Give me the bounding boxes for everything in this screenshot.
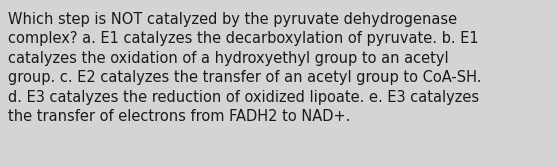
Text: Which step is NOT catalyzed by the pyruvate dehydrogenase
complex? a. E1 catalyz: Which step is NOT catalyzed by the pyruv… (8, 12, 482, 124)
